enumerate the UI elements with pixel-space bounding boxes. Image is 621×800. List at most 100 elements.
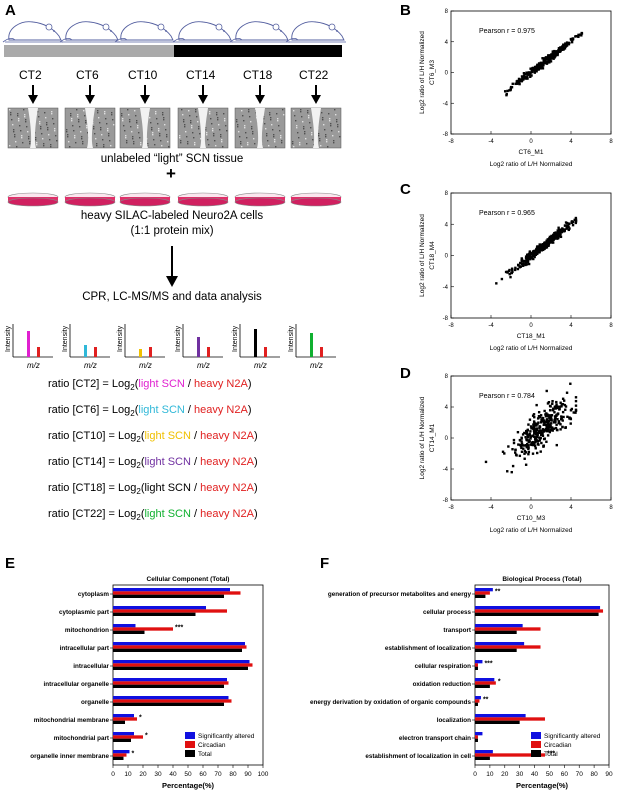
tissue-speckle bbox=[17, 113, 19, 115]
data-point bbox=[573, 218, 576, 222]
tissue-speckle bbox=[163, 117, 165, 119]
tissue-speckle bbox=[224, 120, 226, 122]
ratio-log-base: 2 bbox=[136, 513, 141, 523]
data-point bbox=[565, 226, 569, 230]
tissue-speckle bbox=[299, 142, 301, 144]
tissue-speckle bbox=[307, 110, 309, 112]
tissue-speckle bbox=[252, 133, 254, 135]
chart-title: Biological Process (Total) bbox=[502, 576, 581, 583]
data-point bbox=[554, 54, 557, 58]
x-tick-label: 30 bbox=[154, 771, 162, 778]
data-point bbox=[533, 71, 537, 74]
scatter-chart-d: -8 -4 0 4 8 -8 -4 0 4 8 CT10_M3 Log2 ratio of L/H N… bbox=[419, 374, 613, 534]
tissue-speckle bbox=[46, 122, 48, 124]
ratio-log-base: 2 bbox=[130, 409, 135, 419]
tissue-speckle bbox=[15, 141, 17, 143]
x-tick-label: 80 bbox=[590, 771, 598, 778]
tissue-speckle bbox=[126, 142, 128, 144]
data-point bbox=[569, 382, 572, 385]
scatter-plots: -8 -4 0 4 8 -8 -4 0 4 8 CT6_M1 Log2 ratio of L/H No… bbox=[419, 9, 613, 534]
data-point bbox=[517, 77, 521, 81]
dish-bottom bbox=[7, 197, 59, 207]
bar bbox=[113, 630, 145, 634]
x-tick-label: 60 bbox=[561, 771, 569, 778]
tissue-speckle bbox=[296, 125, 298, 127]
tissue-speckle bbox=[322, 117, 324, 119]
tissue-speckle bbox=[166, 136, 168, 138]
data-point bbox=[531, 253, 535, 256]
data-point bbox=[567, 228, 571, 232]
data-point bbox=[517, 81, 521, 84]
heavy-peak bbox=[37, 347, 40, 357]
tissue-speckle bbox=[333, 142, 335, 144]
tissue-speckle bbox=[27, 131, 29, 133]
data-point bbox=[533, 415, 536, 419]
data-point bbox=[563, 224, 567, 227]
data-point bbox=[530, 427, 533, 430]
data-point bbox=[527, 439, 531, 442]
x-tick-label: 0 bbox=[529, 323, 533, 329]
tissue-speckle bbox=[272, 129, 274, 131]
data-point bbox=[562, 230, 565, 233]
bar bbox=[113, 627, 173, 631]
heavy-peak bbox=[207, 347, 210, 357]
category-label: cellular process bbox=[423, 609, 471, 616]
ratio-heavy-term: heavy N2A bbox=[200, 456, 254, 468]
ratio-light-term: light SCN bbox=[144, 430, 191, 442]
legend-swatch bbox=[531, 750, 541, 757]
tissue-speckle bbox=[185, 131, 187, 133]
tissue-speckle bbox=[160, 140, 162, 142]
data-point bbox=[529, 75, 532, 78]
data-point bbox=[533, 438, 537, 441]
tissue-speckle bbox=[93, 128, 95, 130]
data-point bbox=[549, 55, 553, 59]
tissue-speckle bbox=[310, 127, 312, 129]
data-point bbox=[538, 243, 541, 246]
data-point bbox=[555, 52, 558, 55]
tissue-speckle bbox=[125, 135, 127, 137]
timepoint-arrow-head bbox=[311, 95, 321, 104]
data-point bbox=[540, 418, 543, 422]
tissue-speckle bbox=[22, 142, 24, 144]
data-point bbox=[554, 426, 558, 430]
data-point bbox=[527, 440, 530, 444]
data-point bbox=[535, 403, 538, 407]
tissue-speckle bbox=[267, 140, 269, 142]
bar bbox=[475, 642, 525, 646]
x-tick-label: 10 bbox=[486, 771, 494, 778]
data-point bbox=[537, 421, 540, 424]
timepoint-arrow-head bbox=[28, 95, 38, 104]
tissue-speckle bbox=[159, 135, 161, 137]
tissue-speckle bbox=[156, 118, 158, 120]
data-point bbox=[546, 434, 550, 437]
x-tick-label: 8 bbox=[609, 139, 613, 145]
tissue-speckle bbox=[129, 121, 131, 123]
category-label: oxidation reduction bbox=[413, 681, 472, 688]
data-point bbox=[538, 64, 541, 67]
tissue-speckle bbox=[209, 113, 211, 115]
tissue-speckle bbox=[191, 125, 193, 127]
tissue-speckle bbox=[73, 130, 75, 132]
ratio-log-base: 2 bbox=[136, 461, 141, 471]
tissue-speckle bbox=[147, 143, 149, 145]
bar bbox=[475, 609, 604, 613]
tissue-speckle bbox=[198, 126, 200, 128]
tissue-speckle bbox=[107, 130, 109, 132]
bar bbox=[475, 627, 541, 631]
y-axis-label: Log2 ratio of L/H Normalized bbox=[419, 396, 426, 479]
data-point bbox=[537, 410, 541, 414]
light-peak bbox=[84, 345, 87, 357]
tissue-speckle bbox=[138, 132, 140, 134]
tissue-speckle bbox=[51, 113, 53, 115]
tissue-speckle bbox=[217, 119, 219, 121]
tissue-speckle bbox=[108, 133, 110, 135]
data-point bbox=[534, 424, 537, 427]
data-point bbox=[523, 259, 526, 263]
data-point bbox=[536, 451, 539, 455]
spectrum-y-label: Intensity bbox=[62, 325, 69, 352]
data-point bbox=[540, 243, 543, 246]
dark-phase-bar bbox=[174, 45, 342, 57]
data-point bbox=[526, 256, 529, 259]
mouse-body bbox=[178, 21, 232, 41]
data-point bbox=[511, 448, 514, 451]
